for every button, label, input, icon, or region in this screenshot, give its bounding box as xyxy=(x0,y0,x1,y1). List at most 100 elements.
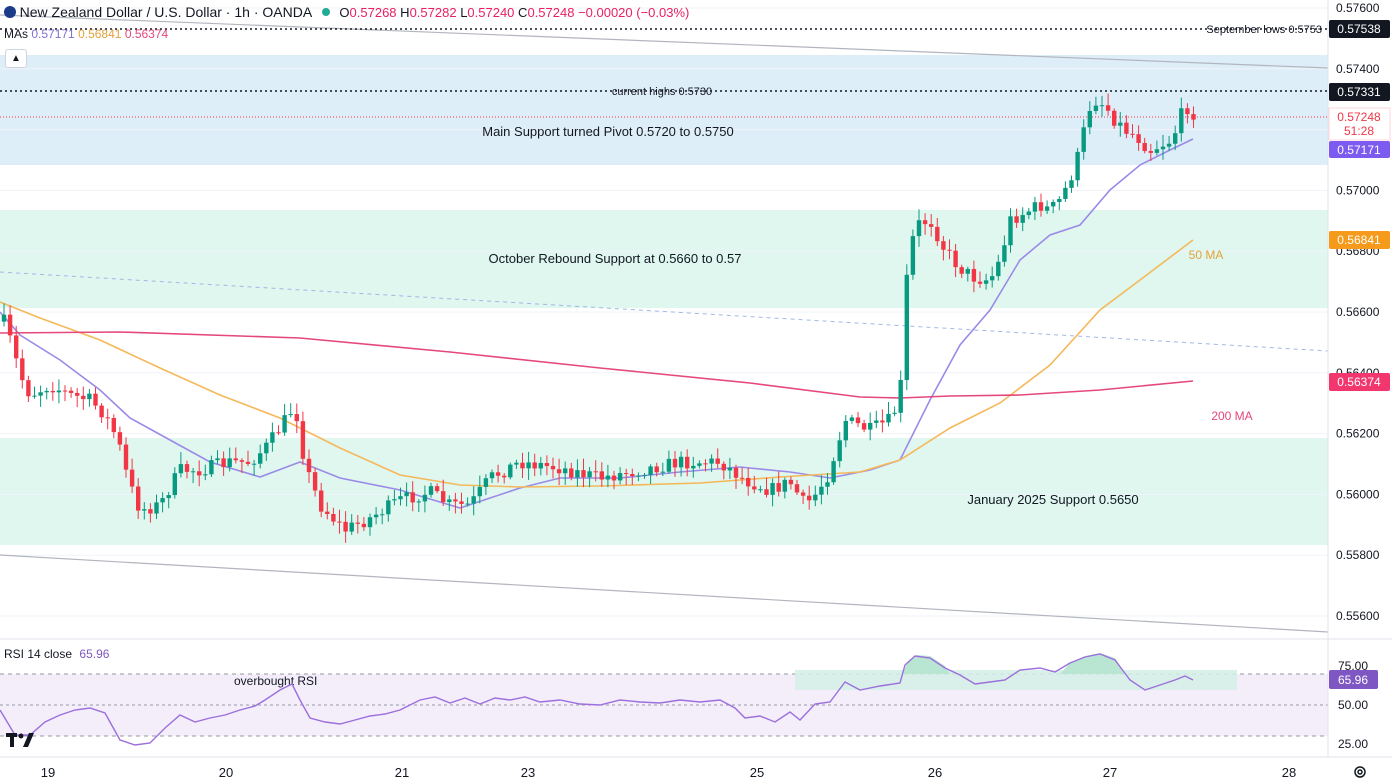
candle xyxy=(50,382,55,401)
nzd-flag-icon xyxy=(4,6,16,18)
candle-body xyxy=(282,415,287,433)
price-grid xyxy=(0,7,1328,617)
candle-body xyxy=(7,314,13,336)
candle xyxy=(81,386,86,410)
candle-body xyxy=(990,276,995,281)
candle-body xyxy=(75,392,80,396)
candle xyxy=(1166,136,1172,151)
candle-body xyxy=(782,479,787,492)
candle xyxy=(172,467,177,499)
candle xyxy=(239,458,245,473)
candle xyxy=(373,507,379,525)
candle-body xyxy=(1112,110,1117,126)
support-zones xyxy=(0,55,1328,545)
candle xyxy=(672,450,678,477)
ma50-line xyxy=(0,239,1194,488)
candle xyxy=(1124,115,1129,139)
candle xyxy=(154,494,159,520)
candle xyxy=(916,209,922,247)
candle-body xyxy=(154,502,159,514)
candle xyxy=(1185,103,1190,124)
candle-body xyxy=(99,405,104,418)
candle xyxy=(861,419,867,433)
candle xyxy=(526,451,531,480)
candle-body xyxy=(367,517,373,528)
candle xyxy=(831,457,836,485)
candle xyxy=(825,473,830,495)
candle-body xyxy=(245,461,251,464)
current-highs-tag: 0.57331 xyxy=(1329,83,1390,101)
candle xyxy=(495,464,501,483)
rsi-legend[interactable]: RSI 14 close 65.96 xyxy=(4,647,110,661)
candle xyxy=(544,455,550,476)
price-axis[interactable]: 0.576000.574000.572000.570000.568000.566… xyxy=(1328,1,1391,623)
candle-body xyxy=(300,421,306,459)
candle-body xyxy=(1136,134,1141,143)
moving-averages xyxy=(0,138,1194,509)
candle-body xyxy=(965,268,970,274)
trendlines xyxy=(0,14,1329,633)
candle-body xyxy=(392,499,397,501)
candle xyxy=(1118,112,1123,137)
candle xyxy=(343,511,348,543)
candle-body xyxy=(142,509,147,511)
candle xyxy=(184,460,190,479)
rsi-last-tag-bg xyxy=(1329,670,1378,689)
candle-body xyxy=(1087,110,1092,128)
symbol-title[interactable]: New Zealand Dollar / U.S. Dollar · 1h · … xyxy=(19,4,313,20)
candle xyxy=(1014,208,1019,228)
candle-body xyxy=(819,486,824,495)
candle-body xyxy=(947,249,952,251)
candle-body xyxy=(770,483,775,495)
candle xyxy=(971,260,977,293)
candle-body xyxy=(1173,133,1178,144)
candle-body xyxy=(758,489,763,491)
candle xyxy=(166,491,171,509)
candle-body xyxy=(788,479,794,485)
candle-body xyxy=(916,220,922,237)
candle xyxy=(807,485,812,510)
candle-body xyxy=(569,468,574,478)
candle xyxy=(1044,200,1050,215)
candle-body xyxy=(1124,122,1129,134)
candle-body xyxy=(636,475,641,477)
candle xyxy=(447,495,452,511)
candle xyxy=(483,474,489,495)
candle xyxy=(404,482,409,507)
candle xyxy=(32,386,37,399)
candle xyxy=(892,406,897,417)
candle-body xyxy=(459,501,464,504)
candle xyxy=(386,495,391,522)
candle-body xyxy=(502,475,507,478)
x-tick-label: 19 xyxy=(41,765,55,780)
candle-body xyxy=(691,465,696,469)
candle xyxy=(935,217,940,247)
candle xyxy=(685,449,690,477)
candle xyxy=(1057,196,1062,211)
candle-body xyxy=(20,358,25,381)
ma20-tag: 0.57171 xyxy=(1329,141,1390,158)
candle xyxy=(1008,208,1013,253)
candle xyxy=(855,412,861,428)
candle-body xyxy=(129,469,135,487)
last-price-tag-border xyxy=(1328,107,1391,141)
collapse-legend-button[interactable]: ▲ xyxy=(5,49,27,68)
ma-legend[interactable]: MAs 0.57171 0.56841 0.56374 xyxy=(4,27,169,41)
candle-body xyxy=(624,473,629,475)
candle-body xyxy=(416,501,421,503)
candle-body xyxy=(434,486,440,492)
candle xyxy=(563,461,568,485)
tradingview-logo-icon[interactable] xyxy=(6,731,34,749)
settings-gear-icon[interactable] xyxy=(1352,764,1368,780)
candle-body xyxy=(721,463,726,471)
candle xyxy=(434,483,440,494)
sept-lows-tag: 0.57538 xyxy=(1329,20,1390,38)
candle-body xyxy=(697,463,702,466)
candle xyxy=(599,462,604,487)
candle xyxy=(752,475,757,494)
candle xyxy=(977,271,983,288)
candle-body xyxy=(276,432,281,434)
candle-body xyxy=(996,261,1001,277)
